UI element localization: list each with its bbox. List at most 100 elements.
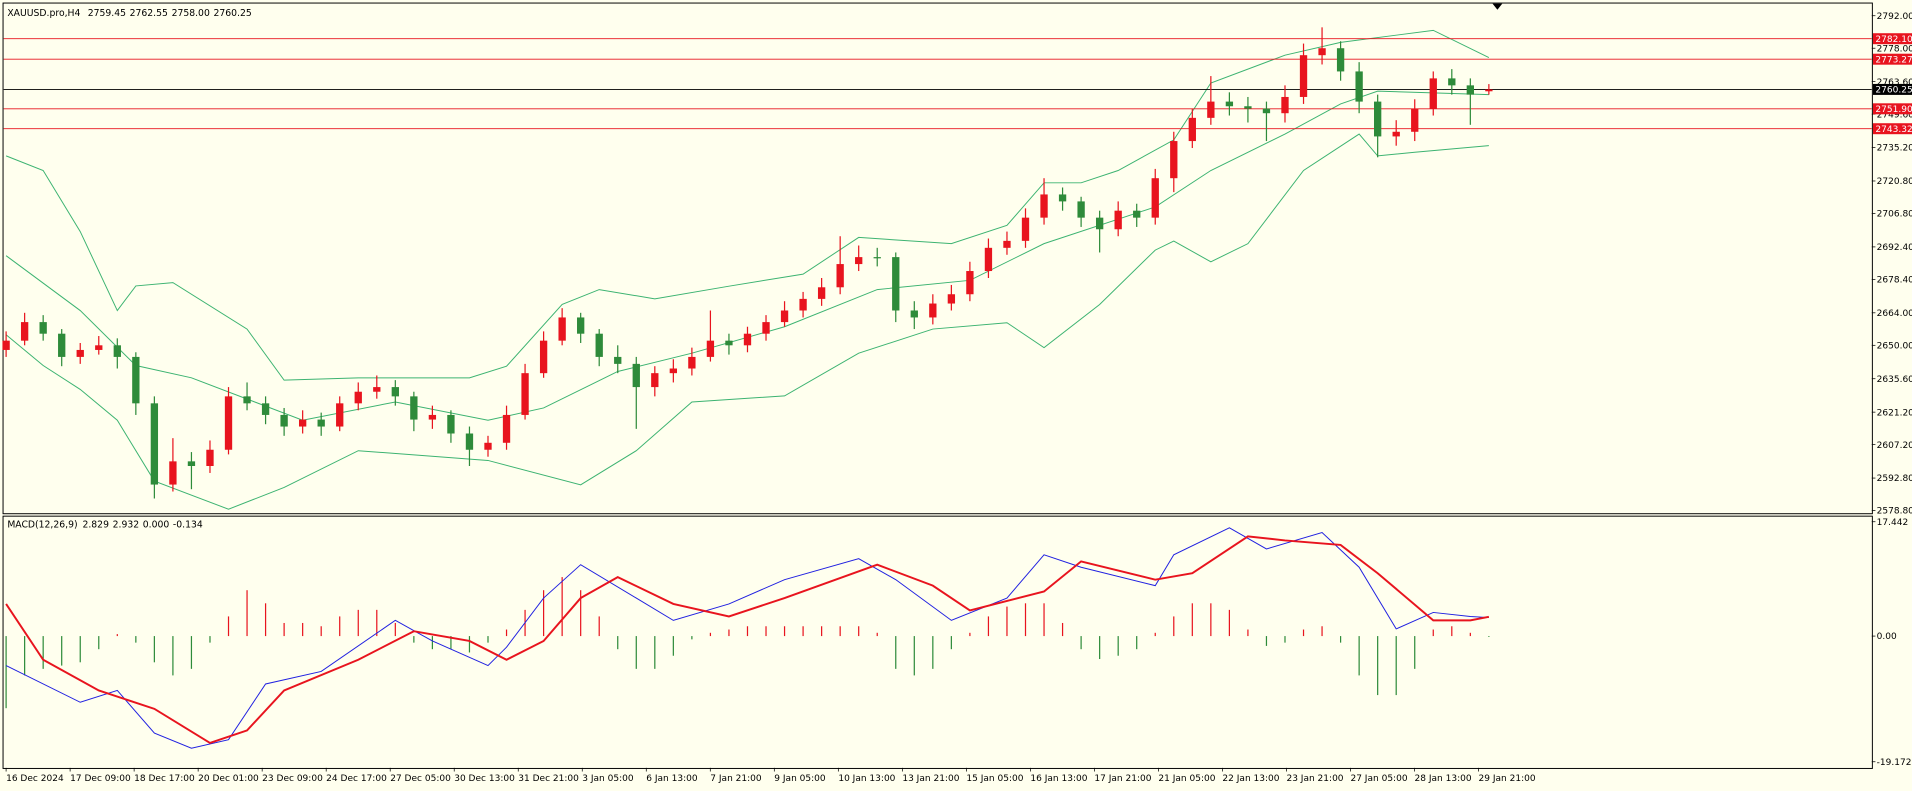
y-tick-label: 2664.00	[1877, 309, 1912, 319]
x-tick-label: 17 Dec 09:00	[70, 774, 131, 784]
macd-reading: -0.134	[173, 520, 203, 531]
candle-body	[150, 403, 159, 485]
candle-body	[1374, 101, 1382, 137]
candle-body	[1318, 48, 1326, 56]
candle-body	[577, 317, 585, 334]
indicator-line	[5, 535, 1490, 745]
candle-body	[743, 333, 752, 346]
candle-body	[447, 414, 455, 434]
candle-body	[1188, 117, 1196, 142]
candle-body	[2, 340, 10, 350]
candle-body	[966, 271, 974, 295]
x-tick-label: 9 Jan 05:00	[774, 774, 826, 784]
candle-body	[187, 461, 196, 466]
candle-body	[725, 340, 733, 346]
price-level-box	[1872, 53, 1912, 65]
candle-body	[465, 433, 474, 450]
x-tick-label: 22 Jan 13:00	[1222, 774, 1279, 784]
candle-body	[614, 356, 622, 364]
x-tick-label: 20 Dec 01:00	[198, 774, 259, 784]
candle-body	[58, 333, 66, 357]
x-tick-label: 17 Jan 21:00	[1094, 774, 1151, 784]
candle-body	[984, 247, 993, 272]
candle-body	[669, 368, 678, 374]
price-pane-border	[2, 2, 1873, 515]
symbol-header: XAUUSD.pro,H4 2759.45 2762.55 2758.00 2760.2…	[7, 8, 252, 19]
x-tick-label: 24 Dec 17:00	[326, 774, 387, 784]
candle-body	[1225, 101, 1234, 107]
candle-body	[1114, 210, 1122, 230]
candle-body	[1392, 131, 1400, 137]
y-tick-label: 2706.80	[1877, 210, 1912, 220]
candle-body	[1411, 108, 1419, 132]
x-tick-label: 23 Jan 21:00	[1286, 774, 1343, 784]
macd-header: MACD(12,26,9) 2.829 2.932 0.000 -0.134	[7, 520, 203, 531]
indicator-line	[5, 90, 1489, 421]
y-tick-label: 2607.20	[1877, 441, 1912, 451]
y-tick-label: 2635.60	[1877, 375, 1912, 385]
high: 2762.55	[130, 8, 168, 19]
candle-body	[20, 322, 29, 341]
x-tick-label: 18 Dec 17:00	[134, 774, 195, 784]
candle-body	[1133, 210, 1141, 218]
y-tick-label: 2749.60	[1877, 110, 1912, 120]
candle-body	[1207, 101, 1215, 118]
candle-body	[1355, 71, 1363, 102]
candle-body	[632, 363, 640, 388]
candle-body	[873, 257, 881, 259]
price-level-box	[1872, 83, 1912, 95]
low: 2758.00	[172, 8, 210, 19]
candle-body	[373, 387, 381, 392]
candle-body	[762, 322, 770, 334]
y-tick-label: -19.172	[1877, 758, 1912, 768]
candle-body	[336, 403, 344, 427]
close: 2760.25	[214, 8, 252, 19]
candle-body	[1095, 217, 1104, 230]
candle-body	[391, 387, 399, 397]
y-tick-label: 2778.00	[1877, 44, 1912, 54]
candle-body	[169, 461, 177, 485]
candle-body	[929, 303, 937, 318]
x-tick-label: 3 Jan 05:00	[582, 774, 634, 784]
candle-body	[595, 333, 603, 357]
x-tick-label: 16 Dec 2024	[6, 774, 64, 784]
candle-body	[1466, 85, 1474, 95]
candle-body	[817, 287, 826, 299]
candle-body	[1429, 78, 1437, 109]
candle-body	[113, 345, 121, 357]
x-tick-label: 7 Jan 21:00	[710, 774, 762, 784]
candle-body	[1448, 78, 1456, 86]
x-tick-label: 29 Jan 21:00	[1479, 774, 1536, 784]
candle-body	[910, 310, 918, 318]
y-tick-label: 0.00	[1877, 632, 1897, 642]
candle-body	[706, 340, 715, 357]
macd-reading: 2.932	[113, 520, 139, 531]
candle-body	[855, 257, 863, 265]
macd-reading: 2.829	[82, 520, 109, 531]
x-tick-label: 16 Jan 13:00	[1030, 774, 1087, 784]
candle-body	[261, 403, 270, 415]
price-level-box	[1872, 103, 1912, 115]
candle-body	[1151, 178, 1159, 218]
price-level-label: 2760.25	[1875, 86, 1912, 96]
candle-body	[836, 264, 844, 288]
price-level-box	[1872, 33, 1912, 45]
candle-body	[76, 349, 84, 357]
candle-body	[1077, 201, 1085, 218]
candle-body	[1021, 217, 1030, 241]
price-level-label: 2751.90	[1875, 105, 1912, 115]
x-tick-label: 23 Dec 09:00	[262, 774, 323, 784]
price-level-label: 2782.10	[1875, 35, 1912, 45]
macd-title: MACD(12,26,9)	[7, 520, 77, 531]
y-tick-label: 2592.80	[1877, 474, 1912, 484]
candle-body	[651, 373, 659, 388]
y-tick-label: 2650.00	[1877, 341, 1912, 351]
x-tick-label: 27 Dec 05:00	[390, 774, 451, 784]
y-tick-label: 2692.40	[1877, 243, 1912, 253]
candle-body	[1040, 194, 1048, 218]
open: 2759.45	[88, 8, 126, 19]
candle-body	[1281, 96, 1289, 114]
candle-body	[1003, 240, 1011, 248]
